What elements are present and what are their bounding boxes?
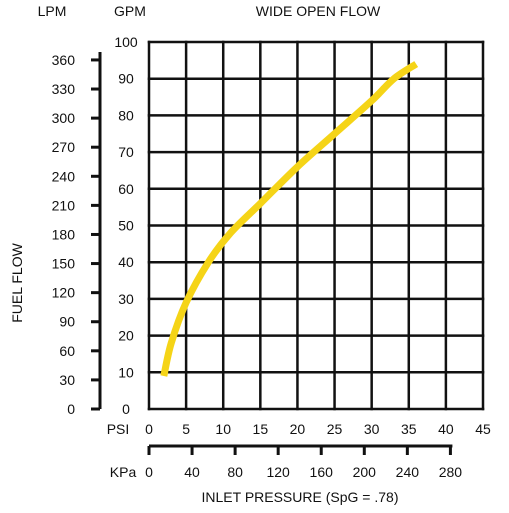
lpm-tick-label: 180 <box>52 226 76 242</box>
grid <box>147 40 485 411</box>
gpm-tick-label: 40 <box>118 254 134 270</box>
lpm-unit-label: LPM <box>38 3 67 19</box>
lpm-tick-label: 90 <box>59 314 75 330</box>
psi-tick-label: 0 <box>145 421 153 437</box>
lpm-tick-label: 30 <box>59 372 75 388</box>
series <box>160 61 419 377</box>
gpm-tick-label: 90 <box>118 71 134 87</box>
gpm-tick-label: 30 <box>118 291 134 307</box>
psi-tick-labels: 0 5 10 15 20 25 30 35 40 45 <box>145 421 491 437</box>
lpm-tick-label: 270 <box>52 139 76 155</box>
psi-tick-label: 40 <box>438 421 454 437</box>
gpm-tick-label: 0 <box>122 401 130 417</box>
kpa-tick-label: 80 <box>227 464 243 480</box>
lpm-tick-label: 330 <box>52 81 76 97</box>
y-axis-title: FUEL FLOW <box>9 242 25 322</box>
lpm-tick-labels: 0 30 60 90 120 150 180 210 240 270 300 330 360 <box>52 52 76 417</box>
gpm-tick-label: 60 <box>118 181 134 197</box>
gpm-tick-label: 50 <box>118 218 134 234</box>
kpa-tick-label: 120 <box>266 464 290 480</box>
psi-tick-label: 30 <box>364 421 380 437</box>
lpm-tick-label: 150 <box>52 256 76 272</box>
gpm-unit-label: GPM <box>114 3 146 19</box>
gpm-tick-label: 10 <box>118 364 134 380</box>
x-axis-title: INLET PRESSURE (SpG = .78) <box>202 489 399 505</box>
kpa-tick-label: 0 <box>145 464 153 480</box>
kpa-tick-label: 240 <box>396 464 420 480</box>
psi-tick-label: 5 <box>182 421 190 437</box>
lpm-tick-label: 360 <box>52 52 76 68</box>
kpa-tick-label: 160 <box>310 464 334 480</box>
gpm-tick-labels: 0 10 20 30 40 50 60 70 80 90 100 <box>114 34 138 417</box>
psi-tick-label: 35 <box>401 421 417 437</box>
lpm-tick-label: 60 <box>59 343 75 359</box>
lpm-tick-label: 300 <box>52 110 76 126</box>
psi-tick-label: 10 <box>215 421 231 437</box>
gpm-tick-label: 70 <box>118 144 134 160</box>
axes <box>91 51 453 455</box>
flow-curve-line <box>160 61 419 377</box>
kpa-tick-labels: 0 40 80 120 160 200 240 280 <box>145 464 462 480</box>
gpm-tick-label: 20 <box>118 328 134 344</box>
kpa-tick-label: 40 <box>184 464 200 480</box>
psi-unit-label: PSI <box>107 421 130 437</box>
lpm-tick-label: 210 <box>52 197 76 213</box>
lpm-tick-label: 0 <box>67 401 75 417</box>
psi-tick-label: 45 <box>475 421 491 437</box>
gpm-tick-label: 80 <box>118 107 134 123</box>
kpa-tick-label: 280 <box>439 464 463 480</box>
psi-tick-label: 25 <box>327 421 343 437</box>
lpm-tick-label: 120 <box>52 285 76 301</box>
gpm-tick-label: 100 <box>114 34 138 50</box>
psi-tick-label: 20 <box>290 421 306 437</box>
kpa-tick-label: 200 <box>353 464 377 480</box>
kpa-unit-label: KPa <box>110 464 137 480</box>
chart-title: WIDE OPEN FLOW <box>256 3 381 19</box>
psi-tick-label: 15 <box>253 421 269 437</box>
lpm-tick-label: 240 <box>52 168 76 184</box>
